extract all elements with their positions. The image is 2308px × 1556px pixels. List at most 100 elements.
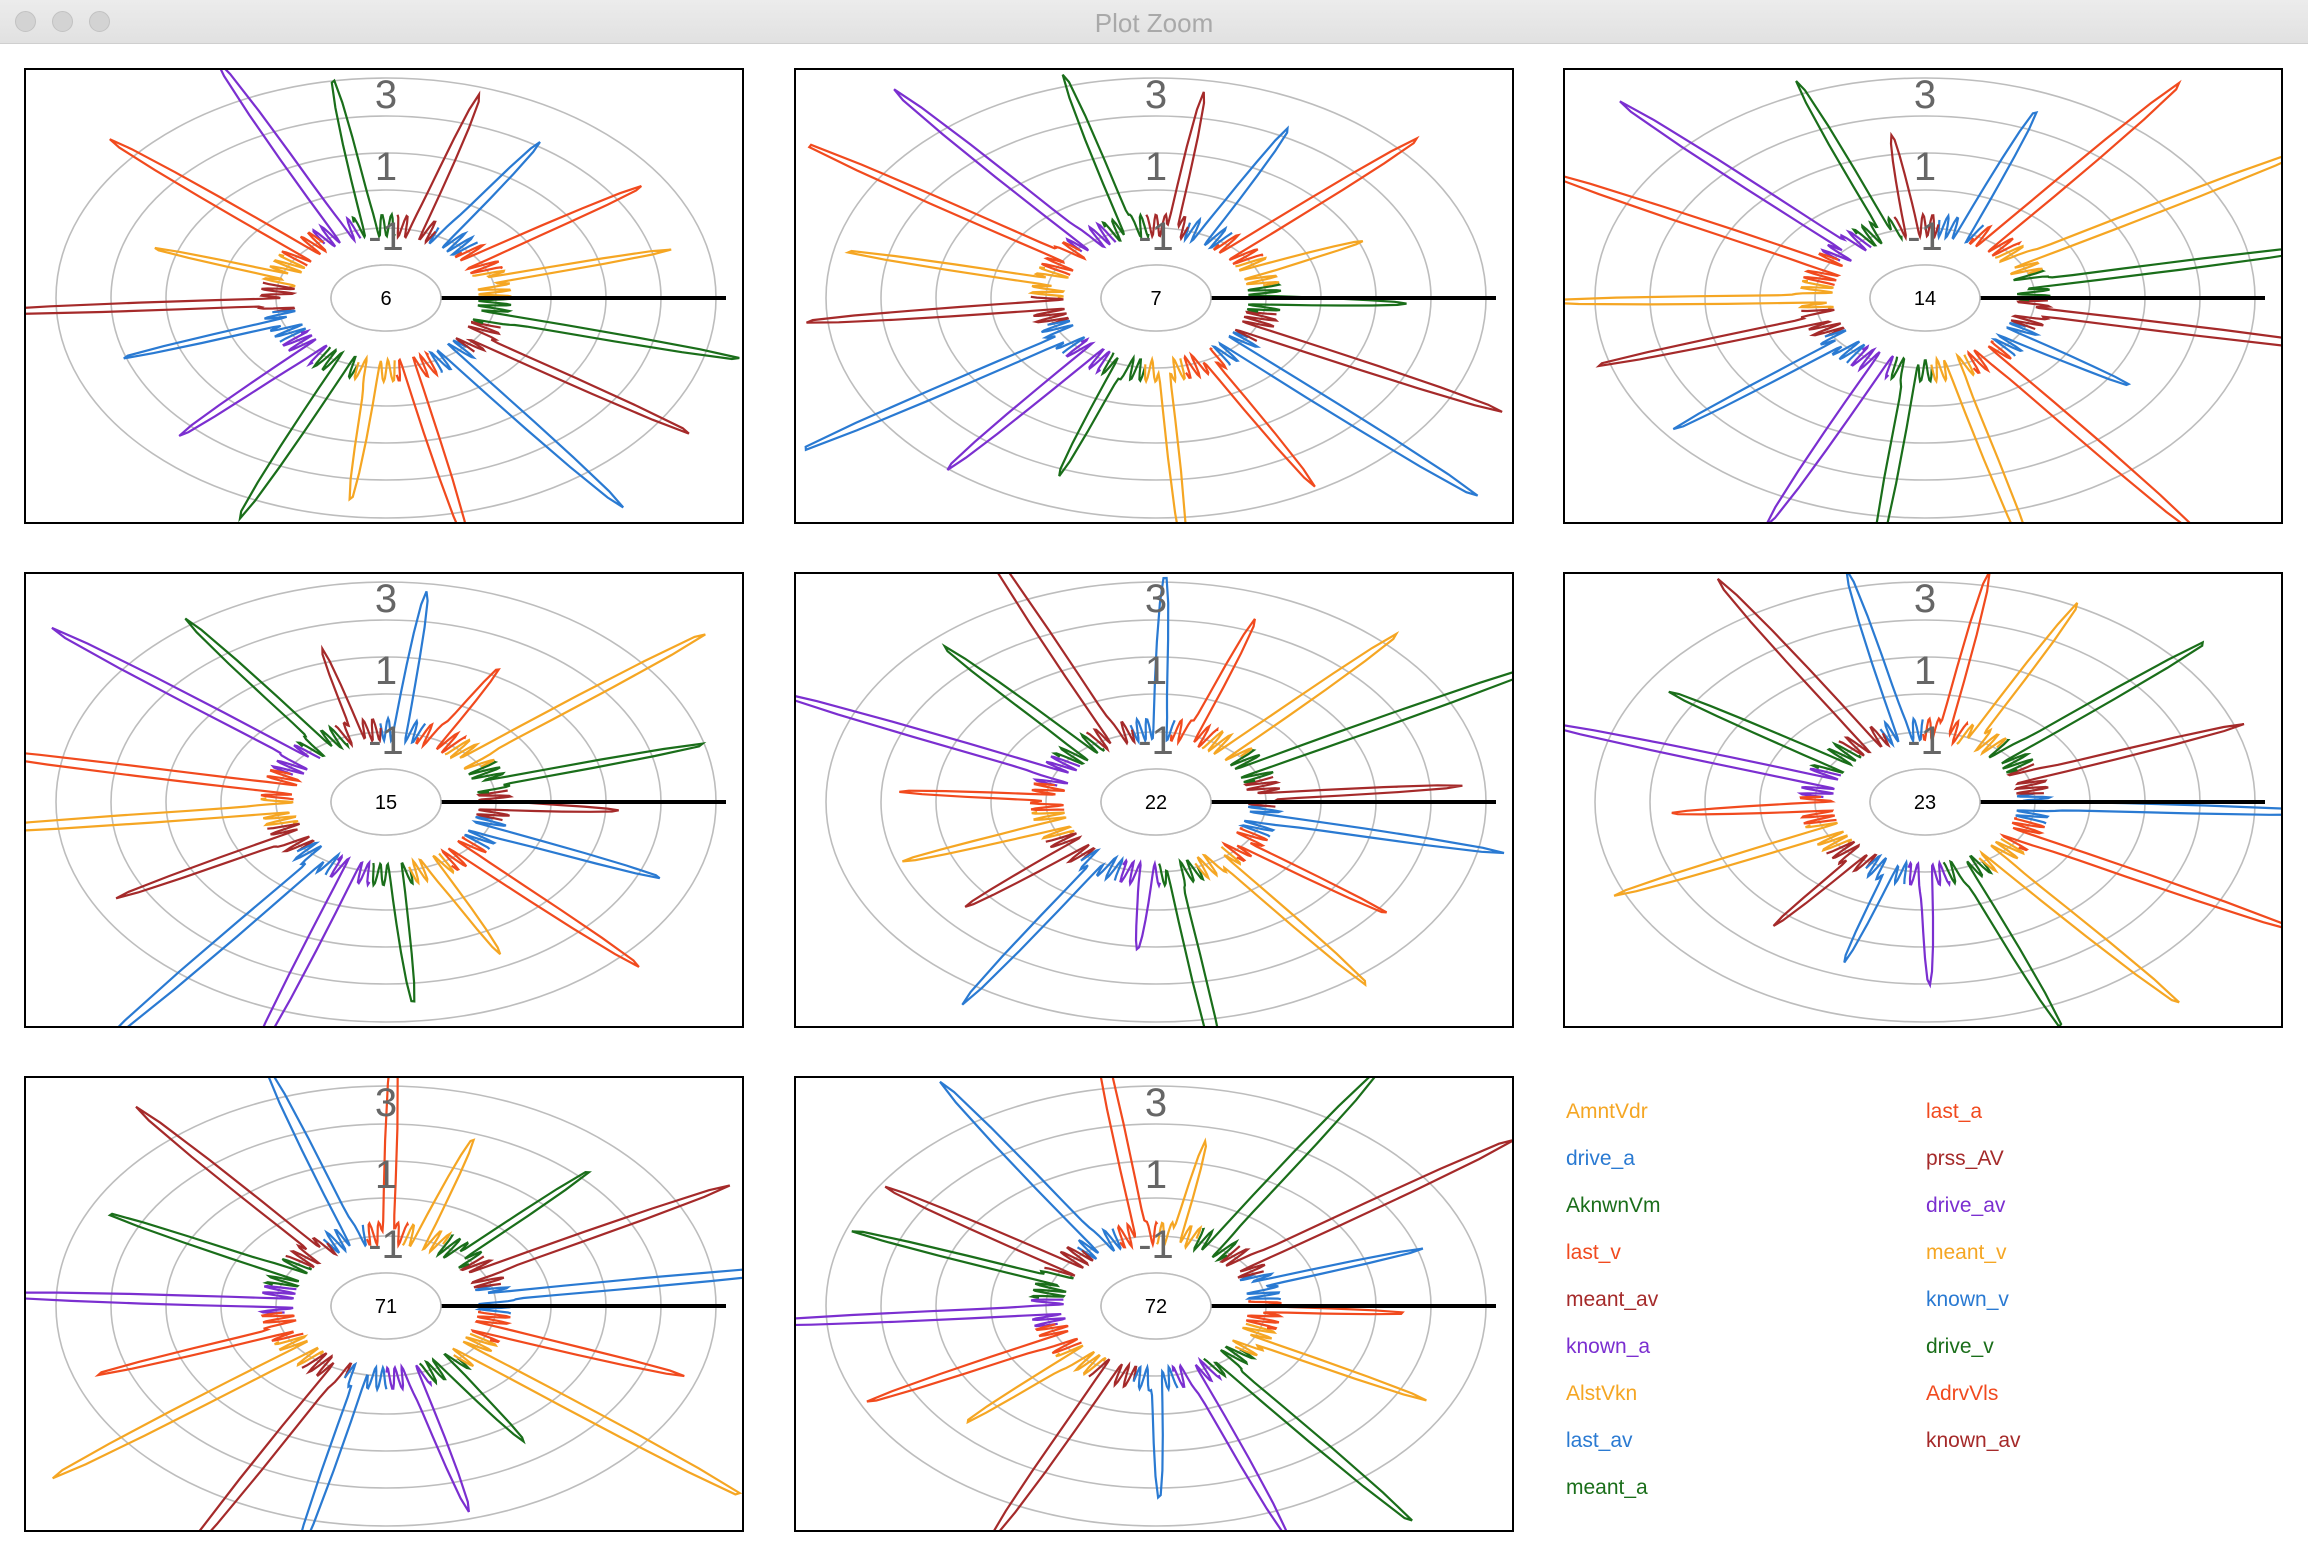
series-line (946, 337, 1111, 471)
series-line (1229, 671, 1512, 784)
center-label: 6 (380, 288, 391, 310)
series-line (893, 88, 1117, 253)
series-line (1875, 356, 1933, 522)
radial-plot: 15 3 1 -1 (26, 577, 726, 1026)
series-line (267, 1078, 367, 1254)
r-tick-label: 1 (1145, 1153, 1167, 1197)
series-line (1210, 331, 1479, 497)
series-line (1619, 100, 1872, 262)
center-label: 23 (1914, 792, 1936, 814)
radial-plot: 23 3 1 -1 (1565, 574, 2281, 1026)
radial-plot-panel: 15 3 1 -1 (24, 572, 744, 1028)
series-line (1099, 1078, 1159, 1251)
legend-item: drive_av (1926, 1194, 2006, 1217)
series-line (1143, 355, 1187, 522)
minimize-button[interactable] (52, 11, 73, 32)
series-line (1766, 344, 1895, 522)
series-line (961, 848, 1124, 1006)
series-line (1235, 240, 1364, 287)
series-line (51, 626, 321, 776)
series-line (1613, 821, 1853, 897)
series-line (94, 1311, 304, 1377)
radial-plot-panel: 23 3 1 -1 (1563, 572, 2283, 1028)
series-line (219, 70, 362, 248)
close-button[interactable] (15, 11, 36, 32)
series-line (452, 1332, 742, 1496)
legend-item: AknwnVm (1566, 1194, 1661, 1217)
r-tick-label: 1 (375, 1153, 397, 1197)
series-line (844, 249, 1069, 299)
series-line (1239, 1247, 1424, 1301)
legend-item: AmntVdr (1566, 1100, 1648, 1123)
center-ring (1100, 768, 1212, 836)
series-line (1930, 352, 2024, 522)
series-line (472, 248, 672, 300)
series-line (1922, 574, 1991, 747)
series-line (902, 810, 1075, 863)
series-line (395, 350, 466, 522)
series-line (884, 1185, 1094, 1277)
series-line (1942, 854, 2063, 1026)
series-line (107, 1212, 313, 1288)
r-tick-label: 3 (375, 577, 397, 621)
series-line (1668, 690, 1862, 774)
series-line (1119, 858, 1162, 952)
series-line (109, 138, 328, 267)
series-line (1246, 283, 1407, 313)
series-line (379, 590, 429, 746)
legend-item: meant_av (1566, 1288, 1659, 1311)
legend-item: last_v (1566, 1241, 1621, 1264)
series-line (26, 1284, 297, 1314)
center-ring (1100, 264, 1212, 332)
r-tick-label: -1 (368, 1223, 404, 1267)
center-ring (330, 264, 442, 332)
series-line (1672, 329, 1866, 431)
series-line (1201, 630, 1400, 762)
series-line (1795, 80, 1903, 247)
series-line (321, 644, 382, 749)
legend: AmntVdr last_a drive_a prss_AV AknwnVm drive_… (1566, 1100, 2266, 1540)
series-line (472, 297, 740, 361)
series-line (807, 143, 1087, 276)
center-label: 71 (375, 1296, 397, 1318)
series-line (1219, 1139, 1512, 1279)
series-line (1937, 110, 2039, 244)
series-line (1129, 576, 1176, 746)
legend-item: meant_a (1566, 1476, 1648, 1499)
legend-item: known_a (1566, 1335, 1651, 1358)
window-titlebar: Plot Zoom (0, 0, 2308, 44)
series-line (396, 90, 481, 245)
r-tick-label: 3 (1145, 1081, 1167, 1125)
series-line (2015, 792, 2281, 825)
series-line (1595, 308, 1845, 368)
series-line (1169, 618, 1256, 749)
radial-plot: 72 3 1 -1 (796, 1078, 1512, 1530)
r-tick-label: -1 (1138, 215, 1174, 259)
series-line (408, 852, 502, 956)
legend-item: drive_v (1926, 1335, 1994, 1358)
series-line (1192, 1078, 1376, 1263)
series-line (1994, 155, 2281, 276)
series-line (330, 78, 396, 241)
radial-plot-panel: 6 3 1 -1 (24, 68, 744, 524)
series-line (1956, 602, 2079, 757)
series-line (899, 782, 1066, 812)
series-line (401, 1138, 476, 1255)
r-tick-label: -1 (1138, 1223, 1174, 1267)
zoom-button[interactable] (89, 11, 110, 32)
legend-item: AlstVkn (1566, 1382, 1638, 1405)
series-line (135, 1105, 339, 1269)
radial-plot: 22 3 1 -1 (796, 574, 1512, 1026)
series-line (939, 1080, 1122, 1260)
center-ring (1869, 768, 1981, 836)
series-line (348, 354, 396, 502)
series-line (154, 246, 306, 288)
series-line (941, 643, 1106, 765)
series-line (796, 695, 1081, 787)
legend-item: prss_AV (1926, 1147, 2004, 1170)
series-line (1203, 1345, 1413, 1522)
radial-plot: 14 3 1 -1 (1565, 73, 2281, 522)
series-line (1156, 1137, 1208, 1250)
series-line (464, 816, 661, 880)
series-line (1238, 805, 1505, 855)
